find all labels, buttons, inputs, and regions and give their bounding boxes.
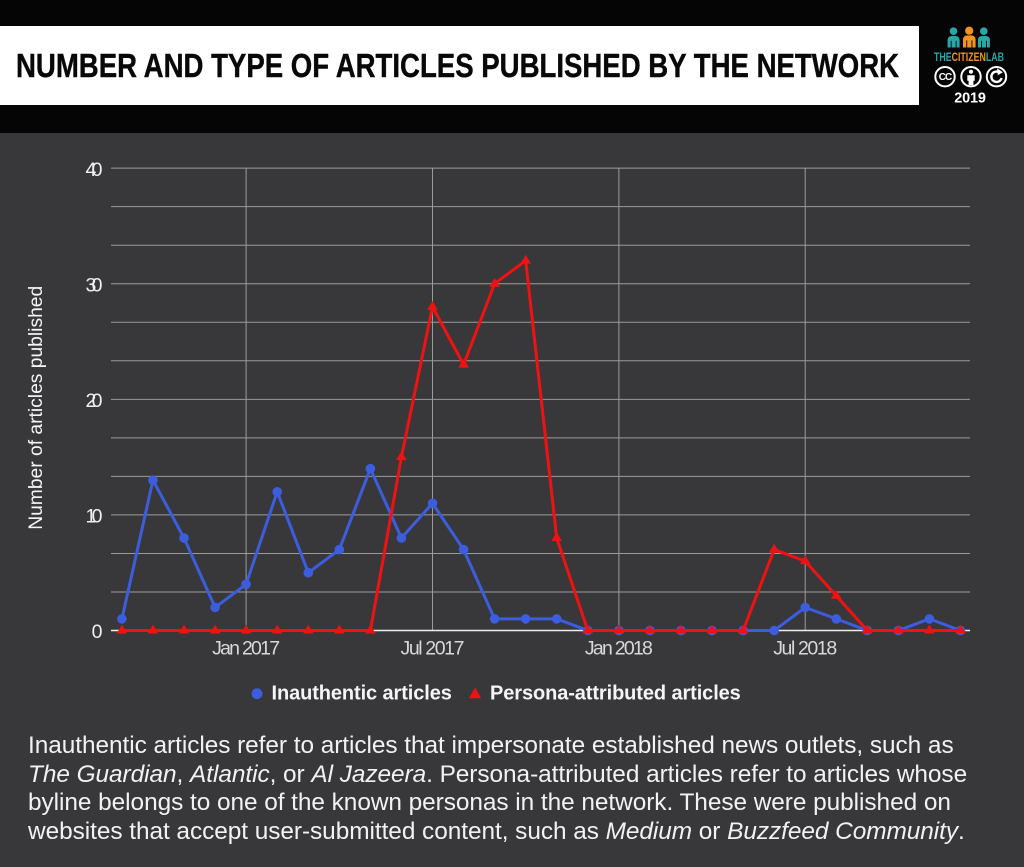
svg-text:10: 10 xyxy=(86,506,103,528)
svg-text:Persona-attributed articles: Persona-attributed articles xyxy=(490,683,741,705)
svg-text:Jan 2018: Jan 2018 xyxy=(585,638,653,660)
svg-text:2019: 2019 xyxy=(954,91,986,107)
svg-text:Number of articles published: Number of articles published xyxy=(26,286,47,530)
svg-text:Jul 2018: Jul 2018 xyxy=(773,638,837,660)
svg-text:20: 20 xyxy=(86,390,103,412)
svg-text:Jul 2017: Jul 2017 xyxy=(401,638,465,660)
svg-text:Jan 2017: Jan 2017 xyxy=(212,638,280,660)
svg-text:CC: CC xyxy=(939,72,952,83)
svg-text:Inauthentic articles: Inauthentic articles xyxy=(272,683,452,705)
svg-text:0: 0 xyxy=(92,621,103,643)
svg-text:40: 40 xyxy=(86,159,103,181)
svg-text:THECITIZENLAB: THECITIZENLAB xyxy=(934,52,1004,64)
svg-text:30: 30 xyxy=(86,274,103,296)
